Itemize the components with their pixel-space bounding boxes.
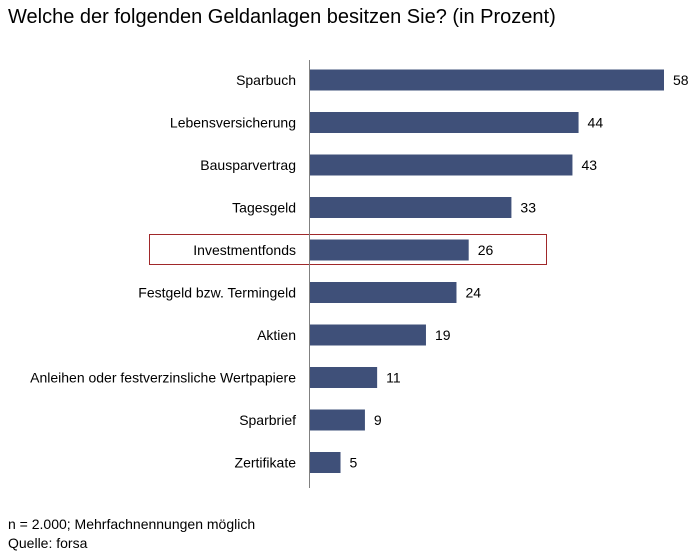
category-label-lebensversicherung: Lebensversicherung [170,115,296,131]
category-label-aktien: Aktien [257,327,296,343]
source-note: Quelle: forsa [8,535,88,551]
category-label-bausparvertrag: Bausparvertrag [200,157,296,173]
value-label-sparbuch: 58 [673,72,689,88]
bar-lebensversicherung [310,112,579,133]
category-label-festgeld-bzw-termingeld: Festgeld bzw. Termingeld [138,285,296,301]
value-label-anleihen-oder-festverzinsliche-wertpapiere: 11 [386,370,401,386]
value-label-sparbrief: 9 [374,412,382,428]
value-label-investmentfonds: 26 [478,242,494,258]
bar-zertifikate [310,452,341,473]
value-label-tagesgeld: 33 [520,200,536,216]
highlight-box-investmentfonds [149,234,547,265]
bar-aktien [310,324,426,346]
chart-title: Welche der folgenden Geldanlagen besitze… [8,6,556,28]
bar-bausparvertrag [310,154,573,176]
sample-note: n = 2.000; Mehrfachnennungen möglich [8,516,256,532]
bar-tagesgeld [310,197,512,218]
category-label-anleihen-oder-festverzinsliche-wertpapiere: Anleihen oder festverzinsliche Wertpapie… [30,370,296,386]
value-label-lebensversicherung: 44 [588,115,604,131]
category-label-investmentfonds: Investmentfonds [193,242,296,258]
value-label-aktien: 19 [435,327,451,343]
category-label-tagesgeld: Tagesgeld [232,200,296,216]
value-label-festgeld-bzw-termingeld: 24 [465,285,481,301]
value-label-bausparvertrag: 43 [581,157,597,173]
value-label-zertifikate: 5 [350,455,358,471]
category-label-zertifikate: Zertifikate [235,455,297,471]
bar-sparbrief [310,409,365,431]
bar-anleihen-oder-festverzinsliche-wertpapiere [310,367,378,388]
bar-festgeld-bzw-termingeld [310,282,457,303]
bar-sparbuch [310,69,664,91]
category-label-sparbrief: Sparbrief [239,412,296,428]
category-label-sparbuch: Sparbuch [236,72,296,88]
bar-investmentfonds [310,239,469,261]
